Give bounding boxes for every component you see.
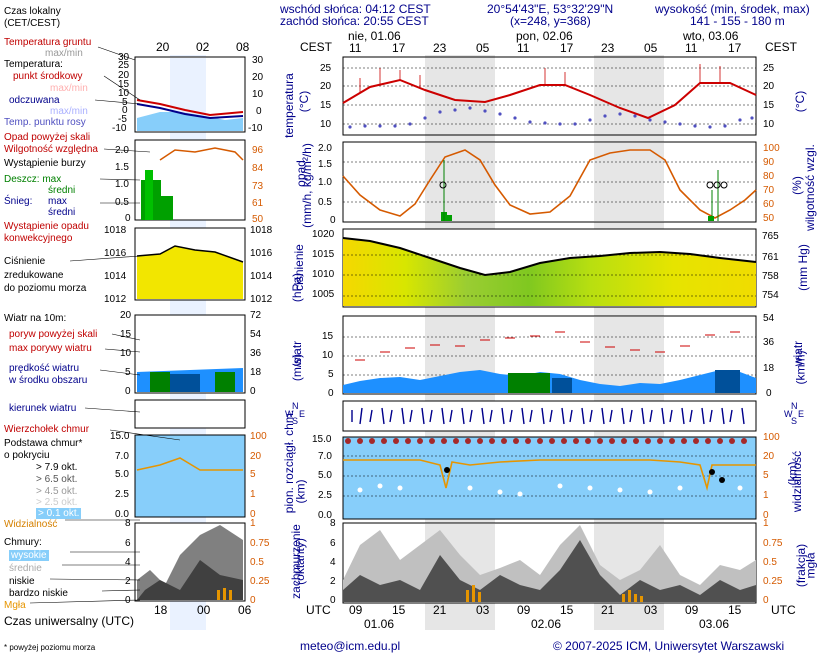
footnote: * powyżej poziomu morza [4, 643, 96, 652]
bottom-tick: 15 [560, 603, 574, 617]
legend-cloud-top: Wierzchołek chmur [4, 424, 90, 435]
top-tick: 11 [349, 41, 362, 55]
legend-okt4: > 2.5 okt. [36, 497, 78, 508]
legend-cloud-base2: o pokryciu [4, 450, 50, 461]
coords-text: 20°54'43"E, 53°32'29"N [487, 2, 614, 16]
legend-wind-speed: prędkość wiatru [9, 363, 80, 374]
legend-utc-time: Czas uniwersalny (UTC) [4, 614, 135, 628]
top-tick: 17 [392, 41, 406, 55]
legend-conv-precip: Wystąpienie opadu [4, 221, 89, 232]
legend-snow-max: max [48, 196, 67, 207]
bottom-tick: 03 [644, 603, 658, 617]
legend-local-time: Czas lokalny [4, 6, 61, 17]
lt-tick-20: 20 [156, 40, 170, 54]
tz-cest-right: CEST [765, 40, 798, 54]
legend-visibility: Widzialność [4, 519, 58, 530]
legend-high: wysokie [9, 550, 49, 561]
legend-clouds: Chmury: [4, 537, 42, 548]
legend-temperature: Temperatura: [4, 59, 63, 70]
email-link[interactable]: meteo@icm.edu.pl [300, 639, 401, 653]
legend-mid: średnie [9, 563, 42, 574]
legend-feels-max-min: max/min [50, 106, 88, 117]
temperature-line [342, 78, 757, 120]
utc-tick-18: 18 [154, 603, 168, 617]
visibility-line [343, 459, 756, 492]
legend-rain: Deszcz: max [4, 174, 62, 185]
legend-storm: Wystąpienie burzy [4, 158, 86, 169]
legend-pressure2: zredukowane [4, 270, 64, 281]
legend-okt1: > 7.9 okt. [36, 462, 78, 473]
legend-okt5: > 0.1 okt. [36, 508, 82, 519]
legend-humidity: Wilgotność względna [4, 144, 98, 155]
legend-precip-above: Opad powyżej skali [4, 132, 91, 143]
lt-tick-08: 08 [236, 40, 250, 54]
tz-utc-left: UTC [306, 603, 331, 617]
legend-snow: Śnieg: [4, 196, 33, 207]
bottom-tick: 21 [601, 603, 615, 617]
elevation-label: wysokość (min, środek, max) [655, 2, 810, 16]
legend-panels [134, 55, 246, 630]
legend-conv-precip2: konwekcyjnego [4, 233, 73, 244]
bottom-tick: 09 [517, 603, 531, 617]
top-tick: 17 [728, 41, 742, 55]
sunset-text: zachód słońca: 20:55 CEST [280, 14, 429, 28]
legend-fog: Mgła [4, 600, 26, 611]
legend-rain-mean: średni [48, 185, 76, 196]
date-label: 03.06 [699, 617, 730, 631]
sunrise-text: wschód słońca: 04:12 CEST [280, 2, 431, 16]
legend-ground-temp: Temperatura gruntu [4, 37, 92, 48]
bottom-tick: 03 [476, 603, 490, 617]
legend-max-gust: max porywy wiatru [9, 343, 92, 354]
legend-cloud-base: Podstawa chmur* [4, 438, 83, 449]
legend-ground-temp2: max/min [45, 48, 83, 59]
bottom-tick: 15 [728, 603, 742, 617]
utc-tick-06: 06 [238, 603, 252, 617]
legend-pressure1: Ciśnienie [4, 256, 46, 267]
legend-okt3: > 4.5 okt. [36, 486, 78, 497]
day-label-1: nie, 01.06 [348, 29, 401, 43]
grid-text: (x=248, y=368) [510, 14, 591, 28]
bottom-tick: 09 [685, 603, 699, 617]
legend-mid-point: punkt środkowy [13, 71, 83, 82]
pressure-line [342, 237, 757, 277]
top-tick: 05 [476, 41, 490, 55]
top-tick: 11 [517, 41, 530, 55]
date-label: 01.06 [364, 617, 395, 631]
tz-cest-left: CEST [300, 40, 333, 54]
utc-tick-00: 00 [197, 603, 211, 617]
legend-wind-10m: Wiatr na 10m: [4, 313, 67, 324]
day-label-3: wto, 03.06 [683, 29, 739, 43]
main-panels [342, 55, 757, 630]
legend-okt2: > 6.5 okt. [36, 474, 78, 485]
lt-tick-02: 02 [196, 40, 210, 54]
top-tick: 23 [601, 41, 615, 55]
bottom-tick: 09 [349, 603, 363, 617]
legend-wind-speed2: w środku obszaru [9, 375, 88, 386]
legend-wind-dir: kierunek wiatru [9, 403, 77, 414]
top-tick: 05 [644, 41, 658, 55]
copyright: © 2007-2025 ICM, Uniwersytet Warszawski [553, 639, 785, 653]
legend-snow-mean: średni [48, 207, 76, 218]
legend-max-min: max/min [50, 83, 88, 94]
bottom-tick: 21 [433, 603, 447, 617]
elevation-values: 141 - 155 - 180 m [690, 14, 785, 28]
date-label: 02.06 [531, 617, 562, 631]
bottom-tick: 15 [392, 603, 406, 617]
legend-very-low: bardzo niskie [9, 588, 68, 599]
humidity-line [342, 149, 757, 219]
legend-feels-like: odczuwana [9, 95, 60, 106]
legend-dew-point: Temp. punktu rosy [4, 117, 86, 128]
top-tick: 11 [685, 41, 698, 55]
top-tick: 17 [560, 41, 574, 55]
legend-low: niskie [9, 576, 35, 587]
dewpoint-dots [348, 106, 754, 129]
legend-gust-above: poryw powyżej skali [9, 329, 98, 340]
tz-utc-right: UTC [771, 603, 796, 617]
top-tick: 23 [433, 41, 447, 55]
legend-pressure3: do poziomu morza [4, 283, 87, 294]
day-label-2: pon, 02.06 [516, 29, 573, 43]
legend-local-time2: (CET/CEST) [4, 18, 61, 29]
